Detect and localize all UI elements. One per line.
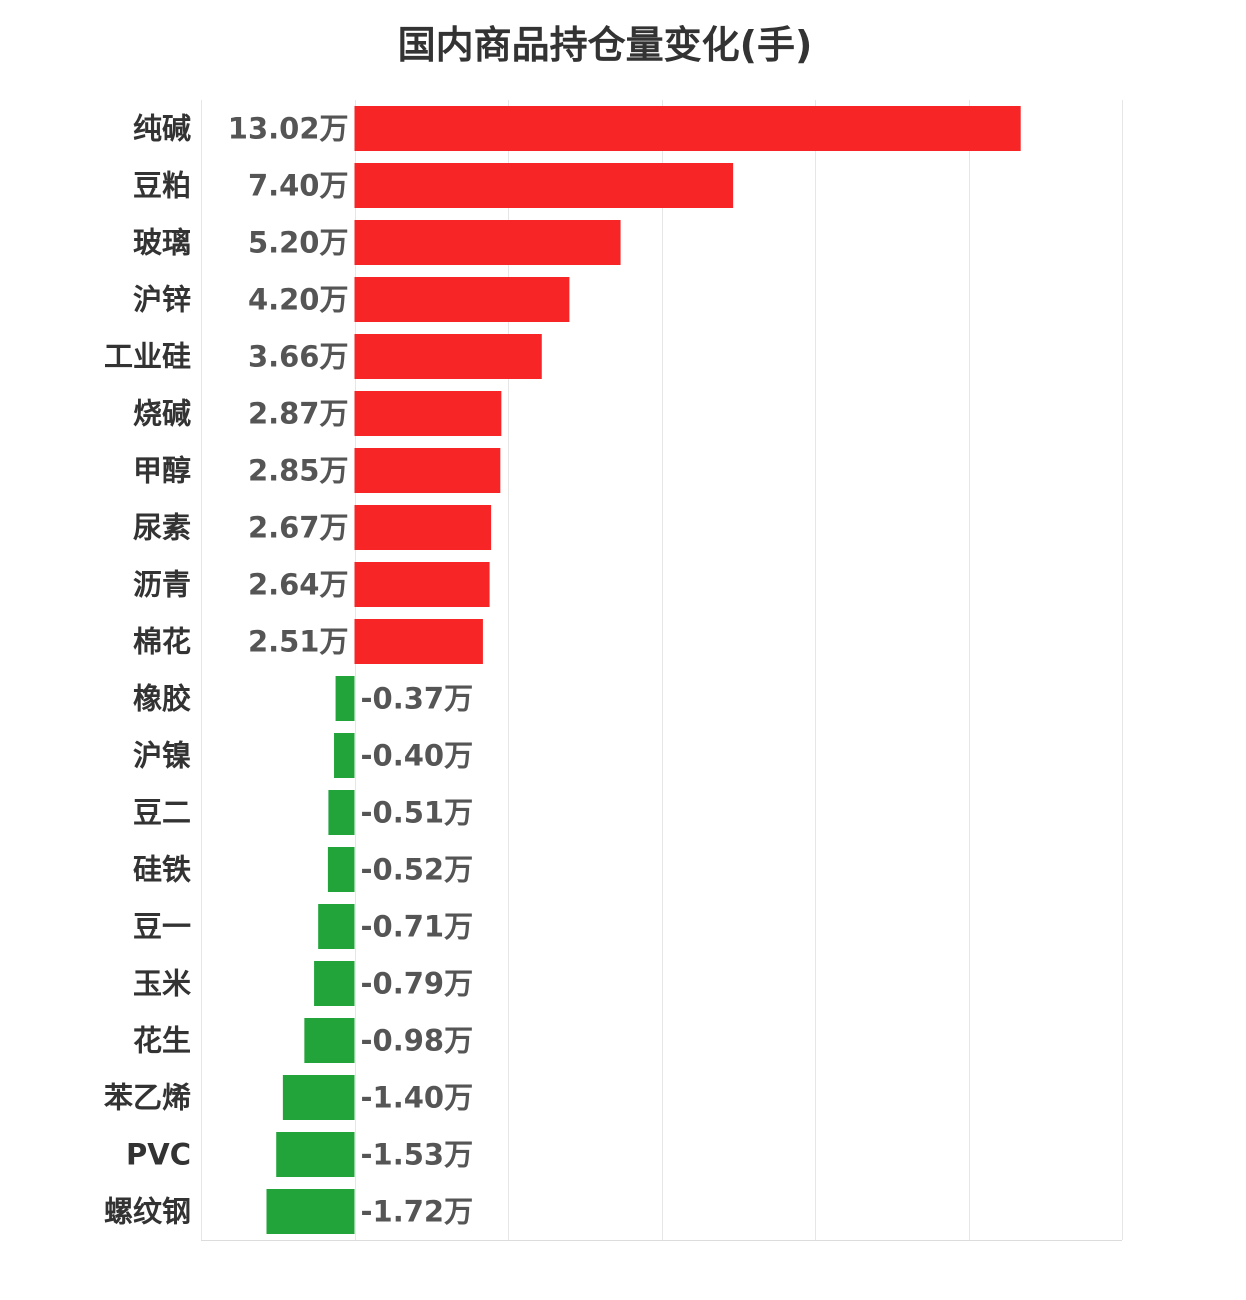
category-label: 沪镍: [133, 739, 191, 773]
category-label: 螺纹钢: [104, 1195, 191, 1229]
category-label: 花生: [133, 1024, 191, 1058]
category-label: 棉花: [133, 625, 191, 659]
bar: [354, 220, 621, 265]
bar: [354, 562, 490, 607]
data-label: 5.20万: [248, 226, 349, 260]
category-label: 橡胶: [133, 682, 191, 716]
bar: [354, 448, 501, 493]
data-label: -1.53万: [361, 1138, 474, 1172]
data-label: -0.40万: [361, 739, 474, 773]
bar: [327, 847, 355, 892]
category-label: 甲醇: [133, 454, 191, 488]
bar: [354, 334, 542, 379]
data-label: -0.71万: [361, 910, 474, 944]
bar: [266, 1189, 355, 1234]
bar: [354, 277, 570, 322]
data-label: 2.87万: [248, 397, 349, 431]
category-label: 沪锌: [133, 283, 191, 317]
data-label: -1.72万: [361, 1195, 474, 1229]
bar: [354, 505, 492, 550]
data-label: -1.40万: [361, 1081, 474, 1115]
category-label: 烧碱: [133, 397, 191, 431]
bar: [335, 676, 355, 721]
bar: [304, 1018, 355, 1063]
data-label: 4.20万: [248, 283, 349, 317]
data-label: -0.52万: [361, 853, 474, 887]
category-label: PVC: [126, 1138, 191, 1172]
bar: [276, 1132, 355, 1177]
data-label: 13.02万: [228, 112, 349, 146]
category-label: 苯乙烯: [104, 1081, 191, 1115]
bar: [354, 106, 1021, 151]
bar: [282, 1075, 355, 1120]
data-label: 2.51万: [248, 625, 349, 659]
chart-title: 国内商品持仓量变化(手): [397, 23, 813, 67]
bar: [334, 733, 355, 778]
category-label: 豆一: [133, 910, 191, 944]
data-label: 2.67万: [248, 511, 349, 545]
data-label: 7.40万: [248, 169, 349, 203]
category-label: 纯碱: [133, 112, 191, 146]
category-label: 豆粕: [133, 169, 191, 203]
bar: [354, 163, 734, 208]
bar: [354, 619, 483, 664]
data-label: 2.64万: [248, 568, 349, 602]
bar: [354, 391, 502, 436]
grid-layer: [201, 100, 1123, 1241]
bar: [314, 961, 355, 1006]
category-label: 玉米: [133, 967, 191, 1001]
category-label: 尿素: [133, 511, 191, 545]
bars-layer: [266, 106, 1021, 1234]
data-label: 2.85万: [248, 454, 349, 488]
data-label: -0.51万: [361, 796, 474, 830]
data-label: -0.37万: [361, 682, 474, 716]
data-label: 3.66万: [248, 340, 349, 374]
category-label: 沥青: [133, 568, 191, 602]
category-label: 豆二: [133, 796, 191, 830]
bar: [328, 790, 355, 835]
category-label: 玻璃: [133, 226, 191, 260]
category-label: 硅铁: [133, 853, 191, 887]
data-label: -0.98万: [361, 1024, 474, 1058]
data-label: -0.79万: [361, 967, 474, 1001]
category-label: 工业硅: [104, 340, 191, 374]
bar: [318, 904, 355, 949]
